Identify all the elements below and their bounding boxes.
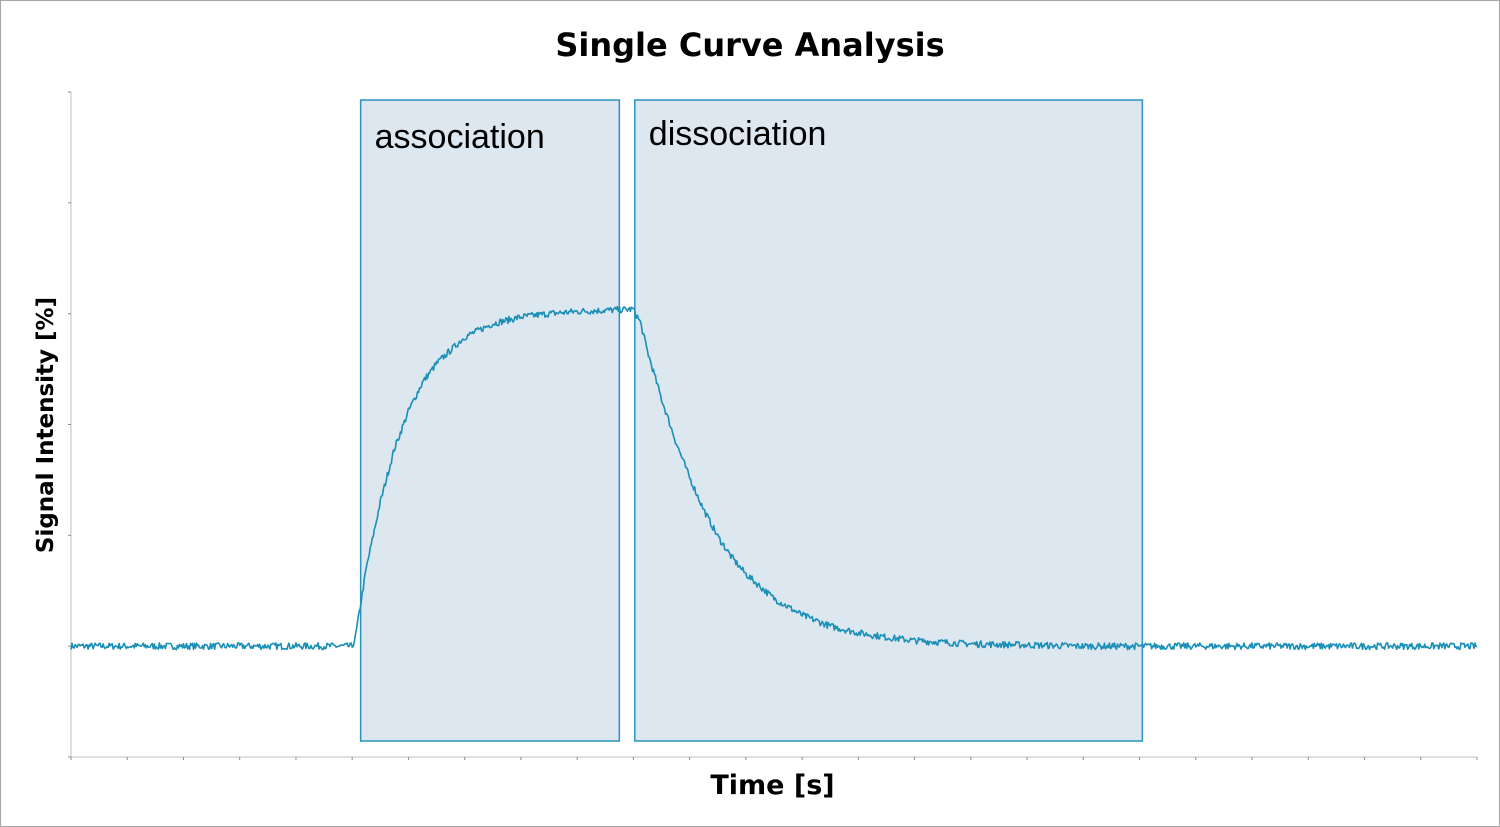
region-label-association: association bbox=[375, 118, 545, 156]
region-box-dissociation bbox=[634, 99, 1144, 742]
chart-title: Single Curve Analysis bbox=[555, 26, 945, 64]
region-label-dissociation: dissociation bbox=[649, 115, 827, 153]
x-axis-label: Time [s] bbox=[710, 770, 835, 801]
signal-curve bbox=[70, 305, 1478, 651]
region-box-association bbox=[359, 99, 621, 742]
